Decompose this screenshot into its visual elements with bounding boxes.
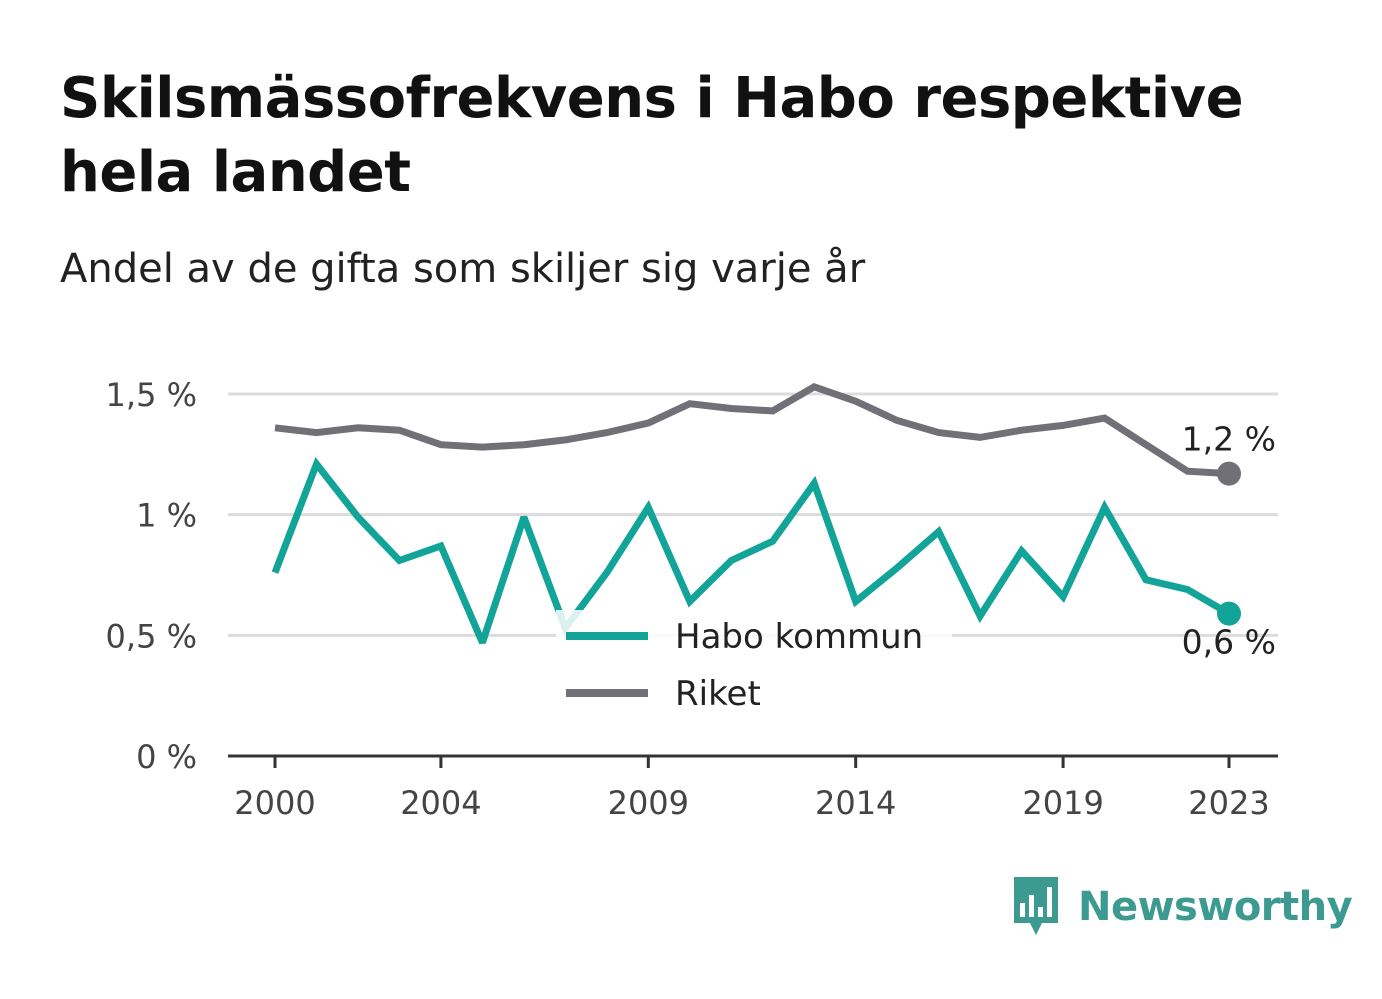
series-lines [271,382,1241,644]
x-axis: 2000 2004 2009 2014 2019 2023 [228,754,1278,822]
x-tick-label: 2019 [1022,784,1103,822]
y-axis-ticks: 0 % 0,5 % 1 % 1,5 % [106,376,197,776]
chart-subtitle: Andel av de gifta som skiljer sig varje … [60,246,866,292]
end-value-label: 1,2 % [1182,420,1276,459]
end-labels: 0,6 % 1,2 % [1182,420,1276,662]
x-tick-label: 2014 [815,784,896,822]
legend-background [556,610,952,718]
bar-chart-speech-bubble-icon [1014,877,1058,935]
legend-label: Habo kommun [675,617,923,657]
end-point-marker [1217,461,1241,486]
x-tick-label: 2023 [1188,784,1269,822]
newsworthy-logo: Newsworthy [1010,872,1353,942]
y-tick-label: 0,5 % [106,617,197,655]
x-tick-label: 2000 [234,784,315,822]
y-tick-label: 0 % [136,738,197,776]
end-value-label: 0,6 % [1182,623,1276,662]
series-line-riket [274,382,1230,478]
line-chart: 0 % 0,5 % 1 % 1,5 % 2000 2004 2009 2014 2019 202… [106,376,1278,822]
legend: Habo kommun Riket [556,610,952,718]
y-tick-label: 1,5 % [106,376,197,414]
x-tick-label: 2004 [400,784,481,822]
y-tick-label: 1 % [136,497,197,535]
series-line-habo-kommun [271,456,1231,644]
end-point-marker [1217,601,1241,626]
chart-title: Skilsmässofrekvens i Habo respektive hel… [60,66,1244,205]
brand-name: Newsworthy [1078,884,1353,930]
x-tick-label: 2009 [608,784,689,822]
legend-label: Riket [675,674,761,714]
